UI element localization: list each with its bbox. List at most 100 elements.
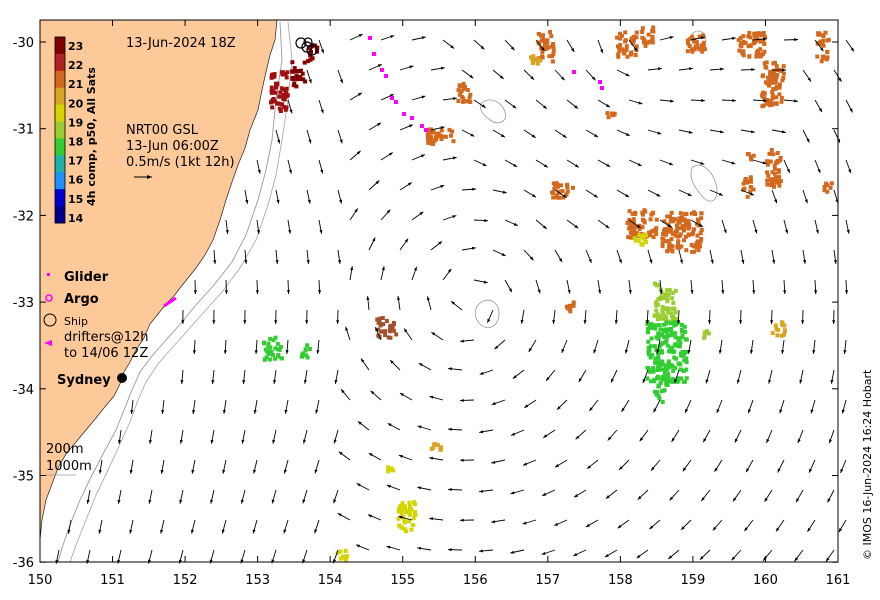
sst-pixel [646, 349, 651, 354]
sst-pixel [689, 243, 694, 247]
sst-pixel [264, 355, 269, 360]
current-arrowhead [386, 545, 391, 549]
sst-pixel [545, 39, 550, 44]
sst-pixel [671, 368, 676, 373]
current-arrowhead [356, 544, 360, 548]
sst-pixel [692, 249, 697, 254]
sst-pixel [540, 50, 545, 55]
sst-pixel [396, 507, 401, 512]
colorbar-swatch [55, 70, 65, 89]
sst-pixel [653, 326, 658, 331]
current-arrowhead [712, 526, 717, 531]
sst-pixel [742, 186, 747, 191]
sst-pixel [670, 244, 675, 249]
sst-pixel [618, 31, 622, 36]
current-arrowhead [763, 557, 767, 561]
sst-pixel [815, 54, 820, 59]
sst-pixel [651, 25, 656, 30]
sst-pixel [535, 61, 540, 66]
current-arrowhead [398, 455, 403, 458]
sst-pixel [407, 512, 412, 517]
current-arrowhead [637, 495, 642, 500]
current-arrowhead [677, 320, 681, 324]
sst-pixel [535, 57, 540, 62]
current-arrowhead [575, 164, 579, 168]
current-arrowhead [212, 320, 216, 324]
current-arrowhead [818, 108, 822, 113]
sst-pixel [276, 353, 281, 357]
sst-pixel [776, 180, 781, 184]
sst-pixel [300, 71, 305, 76]
colorbar-label: 17 [68, 155, 83, 168]
sst-pixel [300, 351, 305, 356]
ship-legend-icon [43, 313, 57, 327]
sst-pixel [700, 43, 705, 48]
sst-pixel [658, 327, 663, 332]
current-arrowhead [508, 288, 512, 293]
current-arrowhead [555, 464, 559, 468]
sst-pixel [409, 507, 414, 512]
current-arrowhead [567, 289, 571, 294]
sst-pixel [439, 445, 444, 450]
sst-pixel [623, 30, 628, 35]
sst-pixel [670, 217, 675, 221]
current-arrowhead [479, 489, 483, 493]
sst-pixel [616, 52, 621, 57]
sst-pixel [299, 354, 304, 359]
current-arrowhead [192, 350, 196, 354]
current-arrowhead [642, 379, 646, 383]
current-arrowhead [625, 73, 630, 77]
current-arrowhead [562, 194, 567, 198]
current-arrowhead [571, 48, 575, 52]
sst-pixel [699, 211, 704, 216]
sst-pixel [755, 36, 760, 41]
sst-pixel [647, 39, 652, 44]
sst-pixel [284, 105, 289, 110]
sst-pixel [828, 185, 833, 190]
current-arrowhead [561, 348, 565, 353]
current-arrowhead [179, 439, 183, 444]
sst-pixel [390, 325, 395, 330]
sst-pixel [660, 332, 665, 337]
sst-pixel [659, 316, 664, 321]
sst-pixel [682, 358, 687, 363]
current-arrowhead [685, 408, 689, 413]
current-arrowhead [358, 92, 362, 96]
current-arrowhead [703, 438, 707, 443]
sst-pixel [660, 367, 665, 372]
sst-pixel [295, 77, 300, 82]
sst-pixel [669, 296, 674, 301]
sst-pixel [280, 356, 284, 361]
sst-pixel [282, 105, 287, 109]
sst-pixel [666, 359, 671, 364]
sst-pixel [649, 379, 653, 384]
sst-pixel [657, 344, 662, 349]
sst-pixel [673, 288, 678, 293]
sst-pixel [640, 30, 645, 34]
sst-pixel [669, 363, 673, 368]
sst-pixel [825, 189, 830, 194]
current-arrowhead [426, 296, 430, 301]
product-time: 13-Jun 06:00Z [126, 139, 219, 154]
sst-pixel [377, 316, 382, 321]
current-arrowhead [659, 290, 663, 294]
current-arrowhead [315, 409, 319, 414]
sst-pixel [280, 70, 285, 75]
sst-pixel [706, 331, 711, 336]
sst-pixel [378, 323, 383, 328]
sst-pixel [650, 352, 655, 357]
current-arrowhead [440, 185, 445, 188]
current-arrowhead [543, 225, 547, 229]
sst-pixel [650, 325, 655, 330]
current-arrowhead [541, 551, 546, 555]
sst-pixel [457, 92, 462, 97]
sst-pixel [279, 86, 284, 91]
current-arrowhead [417, 546, 421, 550]
current-arrowhead [334, 379, 338, 384]
sst-pixel [765, 178, 770, 183]
current-arrowhead [354, 208, 358, 213]
sst-pixel [402, 518, 407, 523]
current-arrowhead [587, 465, 591, 469]
current-arrowhead [368, 453, 373, 457]
legend-drifters-line2: to 14/06 12Z [64, 346, 148, 361]
